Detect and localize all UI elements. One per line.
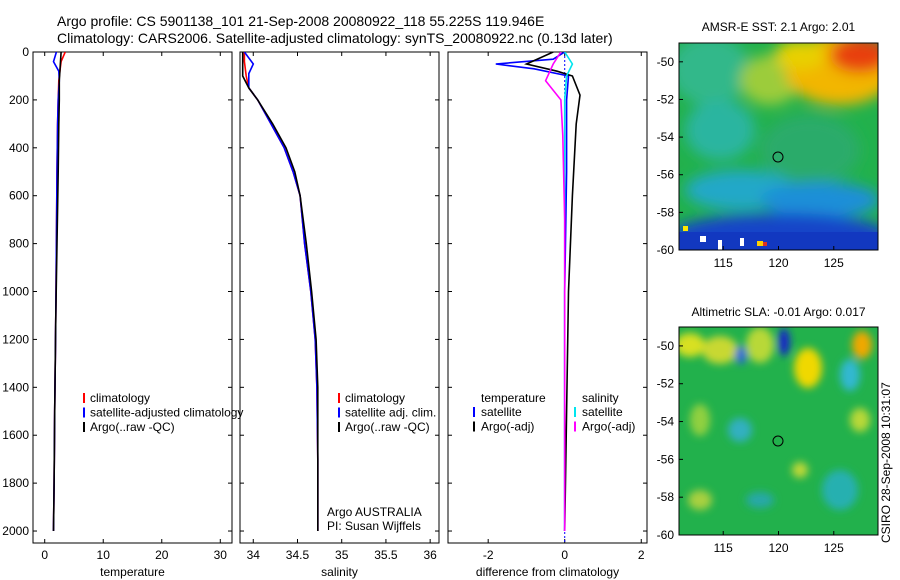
x-tick-label: 34 — [247, 548, 261, 562]
y-tick-label: -52 — [657, 377, 675, 391]
y-tick-label: -52 — [657, 92, 675, 106]
y-tick-label: 600 — [9, 189, 29, 203]
legend-entry: satellite-adjusted climatology — [90, 406, 243, 420]
legend-title: temperature — [481, 391, 546, 405]
y-tick-label: 1800 — [2, 476, 29, 490]
x-axis-label: salinity — [321, 565, 358, 579]
y-tick-label: 1600 — [2, 428, 29, 442]
legend-entry: satellite — [582, 405, 623, 419]
x-tick-label: 34.5 — [286, 548, 310, 562]
series-line — [52, 52, 62, 532]
profile-panel-frame — [447, 51, 648, 544]
x-tick-label: 35.5 — [374, 548, 398, 562]
series-line — [544, 52, 566, 531]
y-tick-label: 800 — [9, 237, 29, 251]
sla-map — [679, 327, 878, 535]
y-tick-label: 200 — [9, 93, 29, 107]
map-title: AMSR-E SST: 2.1 Argo: 2.01 — [702, 20, 856, 34]
x-axis-label: difference from climatology — [476, 565, 619, 579]
y-tick-label: 400 — [9, 141, 29, 155]
y-tick-label: -54 — [657, 130, 675, 144]
profile-panel-frame — [32, 51, 233, 544]
y-tick-label: -60 — [657, 243, 675, 257]
x-tick-label: 120 — [768, 256, 788, 270]
x-tick-label: 0 — [561, 548, 568, 562]
y-tick-label: 1400 — [2, 380, 29, 394]
profile-panels: 0 10 20 30020040060080010001200140016001800… — [2, 45, 648, 579]
annotation-text: Argo AUSTRALIA — [327, 505, 422, 519]
legend-entry: climatology — [345, 391, 405, 405]
legend-entry: Argo(-adj) — [582, 420, 635, 434]
legend-entry: Argo(..raw -QC) — [345, 420, 430, 434]
x-tick-label: 115 — [714, 541, 733, 555]
header-line-2: Climatology: CARS2006. Satellite-adjuste… — [57, 30, 613, 46]
x-tick-label: 125 — [824, 541, 844, 555]
y-tick-label: -56 — [657, 452, 675, 466]
x-tick-label: 0 — [41, 548, 48, 562]
y-tick-label: -56 — [657, 168, 675, 182]
map-axes: AMSR-E SST: 2.1 Argo: 2.01 115 120 125 -50 -5… — [657, 20, 866, 555]
x-tick-label: 36 — [423, 548, 437, 562]
series-line — [524, 52, 581, 532]
series-line — [495, 52, 570, 531]
legend-entry: satellite — [481, 405, 522, 419]
legend-entry: climatology — [90, 391, 150, 405]
legend-entry: Argo(-adj) — [481, 420, 534, 434]
x-tick-label: 35 — [335, 548, 349, 562]
y-tick-label: -60 — [657, 528, 675, 542]
x-tick-label: 20 — [155, 548, 169, 562]
y-tick-label: 2000 — [2, 524, 29, 538]
header-line-1: Argo profile: CS 5901138_101 21-Sep-2008… — [57, 13, 545, 29]
x-tick-label: 2 — [638, 548, 645, 562]
side-label: CSIRO 28-Sep-2008 10:31:07 — [879, 382, 893, 543]
x-tick-label: -2 — [483, 548, 494, 562]
annotation-text: PI: Susan Wijffels — [327, 519, 421, 533]
legend-entry: Argo(..raw -QC) — [90, 420, 175, 434]
legend-entry: satellite adj. clim. — [345, 406, 436, 420]
y-tick-label: -50 — [657, 55, 675, 69]
y-tick-label: -58 — [657, 205, 675, 219]
y-tick-label: -54 — [657, 415, 675, 429]
x-tick-label: 30 — [214, 548, 228, 562]
sst-map — [679, 43, 878, 250]
y-tick-label: -50 — [657, 339, 675, 353]
y-tick-label: 0 — [22, 45, 29, 59]
x-axis-label: temperature — [100, 565, 165, 579]
x-tick-label: 120 — [768, 541, 788, 555]
series-line — [241, 52, 319, 531]
profile-panel-frame — [239, 51, 440, 544]
map-title: Altimetric SLA: -0.01 Argo: 0.017 — [691, 305, 865, 319]
y-tick-label: -58 — [657, 490, 675, 504]
y-tick-label: 1000 — [2, 285, 29, 299]
series-line — [243, 52, 319, 531]
y-tick-label: 1200 — [2, 332, 29, 346]
x-tick-label: 10 — [97, 548, 111, 562]
series-line — [243, 52, 319, 531]
x-tick-label: 125 — [824, 256, 844, 270]
x-tick-label: 115 — [714, 256, 733, 270]
legend-title: salinity — [582, 391, 619, 405]
